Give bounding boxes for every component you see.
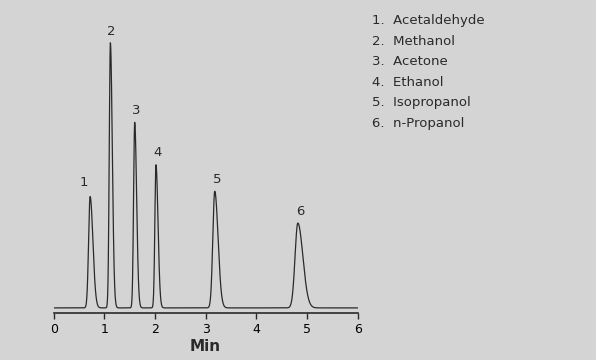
Text: 3: 3: [132, 104, 141, 117]
Text: 1: 1: [79, 176, 88, 189]
Text: 5: 5: [213, 173, 221, 186]
Text: 6: 6: [296, 205, 304, 218]
Text: 4: 4: [154, 147, 162, 159]
X-axis label: Min: Min: [190, 339, 221, 354]
Text: 2: 2: [107, 24, 116, 37]
Text: 1.  Acetaldehyde
2.  Methanol
3.  Acetone
4.  Ethanol
5.  Isopropanol
6.  n-Prop: 1. Acetaldehyde 2. Methanol 3. Acetone 4…: [372, 14, 485, 130]
